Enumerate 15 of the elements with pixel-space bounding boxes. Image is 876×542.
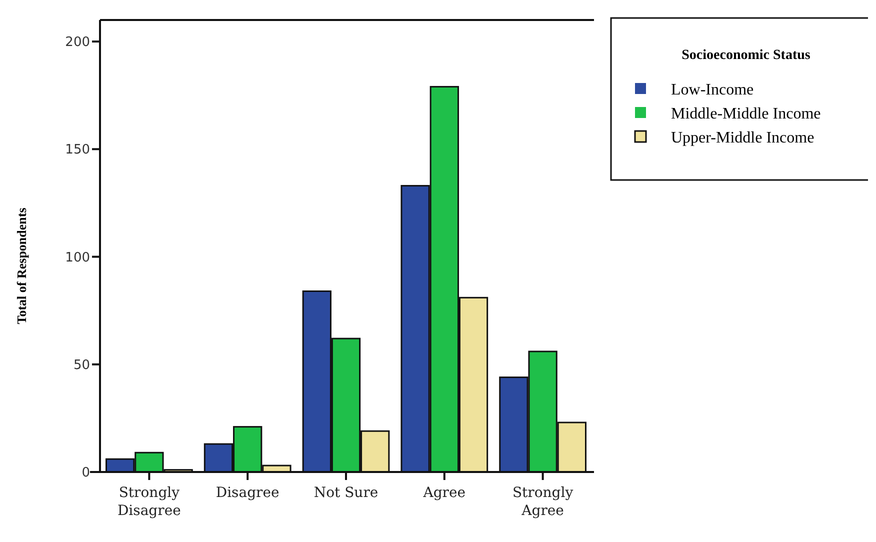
legend-label: Middle-Middle Income [671,106,821,123]
legend-label: Upper-Middle Income [671,130,814,147]
x-tick-label: Strongly Disagree [117,485,181,519]
y-tick-label: 200 [65,35,90,50]
y-tick-label: 100 [65,250,90,266]
x-tick-label: Agree [422,485,466,501]
legend-title: Socioeconomic Status [682,48,811,63]
y-axis-title: Total of Respondents [14,208,29,324]
x-tick-label: Not Sure [314,485,378,501]
legend-label: Low-Income [671,82,754,99]
y-tick-label: 50 [73,358,90,373]
x-tick-label: Strongly Agree [512,485,574,519]
x-tick-label: Disagree [216,485,280,501]
y-tick-label: 150 [65,142,90,158]
y-tick-label: 0 [82,466,90,481]
